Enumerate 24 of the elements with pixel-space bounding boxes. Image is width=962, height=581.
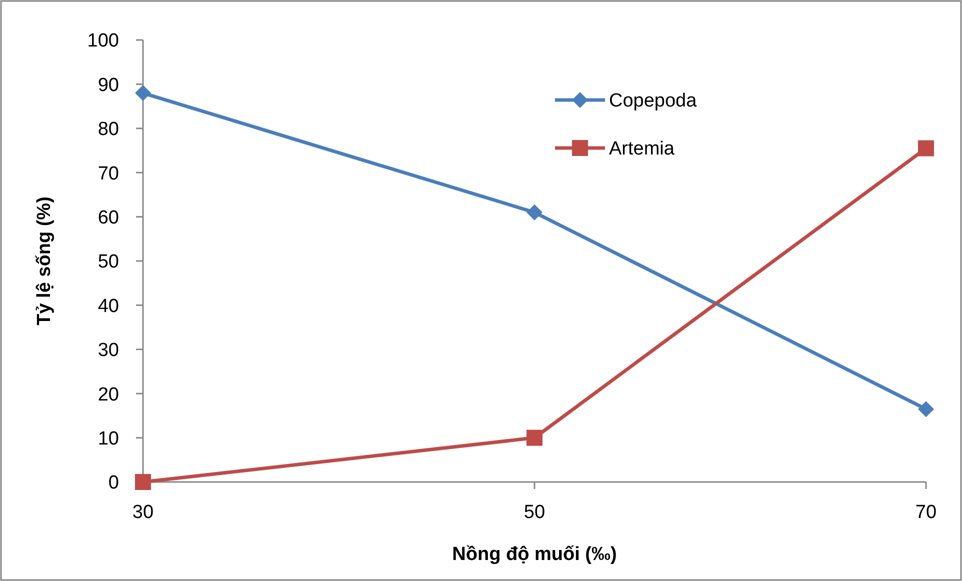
point: [918, 140, 934, 156]
y-tick-label: 100: [87, 30, 119, 52]
y-tick-label: 60: [98, 207, 119, 228]
legend-label: Artemia: [609, 138, 675, 160]
y-tick-label: 90: [98, 74, 119, 96]
y-axis-title: Tỷ lệ sống (%): [34, 196, 55, 326]
point: [526, 204, 542, 220]
y-tick-label: 40: [98, 296, 119, 317]
y-tick-label: 80: [98, 119, 119, 140]
x-tick-label: 30: [132, 502, 154, 523]
y-tick-label: 0: [108, 472, 119, 494]
point: [918, 401, 934, 418]
x-axis-title: Nồng độ muối (‰): [452, 544, 617, 565]
x-tick-label: 50: [524, 502, 546, 523]
y-tick-label: 20: [98, 384, 119, 406]
point: [135, 85, 151, 102]
point: [526, 430, 542, 446]
point: [135, 474, 151, 490]
legend-label: Copepoda: [609, 90, 698, 112]
y-tick-label: 50: [98, 252, 119, 273]
y-tick-label: 10: [98, 428, 119, 450]
y-tick-label: 30: [98, 340, 119, 362]
x-tick-label: 70: [915, 502, 937, 523]
y-tick-label: 70: [98, 163, 119, 184]
